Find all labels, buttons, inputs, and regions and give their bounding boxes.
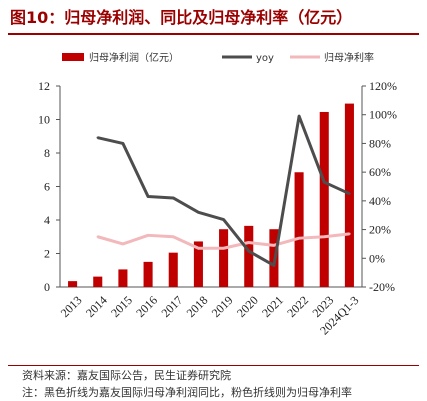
y-left-tick-label: 0 — [44, 280, 50, 294]
y-left-tick-label: 6 — [44, 180, 50, 194]
y-right-tick-label: 120% — [369, 79, 397, 93]
margin-line-point — [348, 232, 351, 236]
bar — [193, 241, 203, 287]
margin-line-point — [247, 241, 250, 244]
bar — [294, 172, 304, 287]
y-right-tick-label: 0% — [369, 251, 385, 265]
yoy-line-point — [297, 114, 301, 118]
note-text: 注：黑色折线为嘉友国际归母净利润同比，粉色折线则为归母净利率 — [22, 386, 352, 399]
y-right-tick-label: 100% — [369, 108, 397, 122]
legend: 归母净利润（亿元） yoy 归母净利率 — [62, 51, 374, 64]
bar — [319, 111, 329, 288]
bar — [68, 281, 78, 287]
y-left-tick-label: 4 — [44, 213, 50, 227]
yoy-line-point — [96, 136, 99, 139]
legend-swatch-bar — [62, 53, 84, 61]
bar — [93, 276, 103, 287]
bar — [219, 229, 229, 287]
margin-line-point — [222, 247, 225, 250]
source-text: 资料来源：嘉友国际公告，民生证券研究院 — [22, 369, 231, 382]
yoy-line-point — [121, 142, 125, 145]
margin-line-point — [172, 235, 175, 238]
y-right-tick-label: 60% — [369, 165, 391, 179]
x-tick-label: 2021 — [259, 293, 286, 320]
yoy-line-point — [348, 192, 351, 195]
yoy-line-point — [272, 264, 276, 267]
legend-label-yoy: yoy — [256, 53, 274, 64]
margin-line-point — [272, 244, 276, 247]
margin-line-point — [96, 235, 99, 238]
bar — [143, 261, 153, 287]
y-left-tick-label: 2 — [44, 247, 50, 261]
x-tick-label: 2020 — [234, 293, 261, 320]
x-tick-label: 2015 — [108, 293, 135, 320]
yoy-line-point — [247, 249, 250, 253]
yoy-line-point — [323, 180, 326, 184]
bar — [118, 269, 128, 287]
margin-line-point — [197, 247, 200, 250]
title-rule — [8, 33, 419, 35]
chart: 归母净利润（亿元） yoy 归母净利率 0 2 4 6 8 10 12 -20% 0% 20% 40… — [38, 51, 397, 337]
yoy-line-point — [146, 195, 150, 198]
margin-line-point — [146, 234, 150, 237]
yoy-line-point — [197, 211, 200, 214]
chart-title: 图10：归母净利润、同比及归母净利率（亿元） — [10, 8, 353, 27]
x-tick-label: 2018 — [184, 293, 211, 320]
y-right-tick-label: 80% — [369, 136, 391, 150]
legend-label-bar: 归母净利润（亿元） — [89, 51, 179, 64]
margin-line-point — [121, 242, 125, 246]
y-right-tick-label: 40% — [369, 194, 391, 208]
x-tick-label: 2019 — [209, 293, 236, 320]
x-tick-label: 2014 — [83, 293, 110, 320]
y-left-tick-label: 12 — [38, 79, 50, 93]
bar — [244, 225, 254, 287]
y-right-tick-label: -20% — [369, 280, 395, 294]
y-right-tick-label: 20% — [369, 223, 391, 237]
x-tick-label: 2017 — [158, 293, 185, 320]
margin-line-point — [323, 235, 326, 238]
x-tick-label: 2013 — [58, 293, 85, 320]
y-left-tick-label: 8 — [44, 146, 50, 160]
x-tick-label: 2022 — [284, 293, 311, 320]
margin-line-point — [297, 236, 301, 240]
y-left-tick-label: 10 — [38, 113, 50, 127]
yoy-line-point — [172, 196, 175, 200]
bottom-rule — [8, 365, 419, 366]
x-tick-label: 2016 — [133, 293, 160, 320]
legend-label-margin: 归母净利率 — [324, 51, 374, 64]
bar — [168, 252, 178, 287]
yoy-line-point — [222, 218, 225, 221]
bar — [344, 103, 354, 288]
